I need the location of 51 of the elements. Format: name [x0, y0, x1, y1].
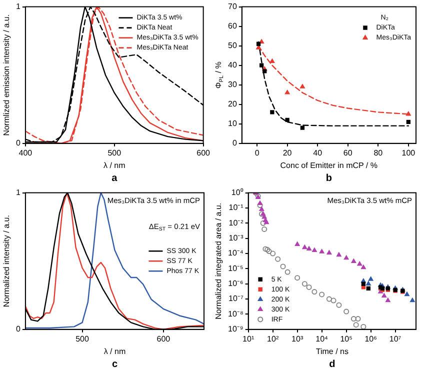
- text: d: [329, 358, 336, 370]
- y-tick-label: 10⁻¹: [228, 203, 244, 212]
- y-tick-label: 0: [232, 138, 238, 148]
- x-tick-label: 10⁶: [364, 334, 377, 344]
- x-tick-label: 20: [282, 148, 292, 158]
- x-tick-label: 10⁷: [389, 334, 402, 344]
- x-tick-label: 10⁵: [340, 334, 352, 344]
- y-tick-label: 10⁻⁹: [228, 324, 244, 334]
- y-axis-title: Normalized integrated area / a.u.: [214, 202, 224, 320]
- text: c: [112, 358, 118, 370]
- y-tick-label: 10: [228, 119, 238, 128]
- x-tick-label: 10¹: [242, 334, 254, 344]
- y-tick-label: 30: [228, 80, 238, 90]
- y-tick-label: 50: [228, 41, 238, 50]
- x-tick-label: 10⁴: [316, 334, 329, 344]
- x-tick-label: 10²: [267, 334, 279, 344]
- y-tick-label: 0: [16, 324, 21, 334]
- x-tick-label: 600: [196, 148, 211, 158]
- y-axis-title: Normalized intensity / a.u.: [2, 215, 12, 308]
- y-tick-label: 60: [228, 22, 238, 31]
- x-tick-label: 600: [156, 334, 171, 344]
- x-tick-label: 0: [254, 148, 260, 158]
- x-tick-label: 100: [402, 148, 416, 158]
- y-tick-label: 10⁻⁷: [228, 294, 244, 304]
- y-tick-label: 1: [16, 188, 21, 198]
- y-tick-label: 70: [228, 2, 238, 12]
- y-tick-label: 1: [16, 2, 21, 12]
- x-tick-label: 40: [313, 148, 323, 158]
- x-axis-title: Time / ns: [316, 347, 348, 356]
- x-tick-label: 60: [343, 148, 353, 158]
- x-tick-label: 80: [374, 148, 384, 158]
- text: b: [326, 172, 332, 184]
- y-tick-label: 10⁻³: [228, 234, 244, 243]
- y-tick-label: 10⁻⁶: [228, 279, 244, 288]
- y-tick-label: 10⁻²: [228, 218, 244, 228]
- y-tick-label: 20: [228, 100, 238, 109]
- x-tick-label: 400: [18, 148, 33, 158]
- y-tick-label: 40: [228, 60, 238, 70]
- x-axis-title: λ / nm: [103, 161, 126, 170]
- x-axis-title: λ / nm: [104, 347, 126, 356]
- x-axis-title: Conc of Emitter in mCP / %: [280, 161, 378, 170]
- y-tick-label: 0: [16, 138, 21, 148]
- y-tick-label: 10⁰: [231, 188, 244, 198]
- y-tick-label: 10⁻⁴: [228, 248, 244, 258]
- y-tick-label: 10⁻⁸: [228, 309, 244, 318]
- y-tick-label: 10⁻⁵: [228, 264, 244, 273]
- x-tick-label: 500: [76, 334, 90, 344]
- text: a: [112, 172, 118, 184]
- y-axis-title: Normlized emission intensity / a.u.: [2, 14, 12, 136]
- x-tick-label: 10³: [292, 334, 304, 344]
- x-tick-label: 500: [108, 148, 122, 158]
